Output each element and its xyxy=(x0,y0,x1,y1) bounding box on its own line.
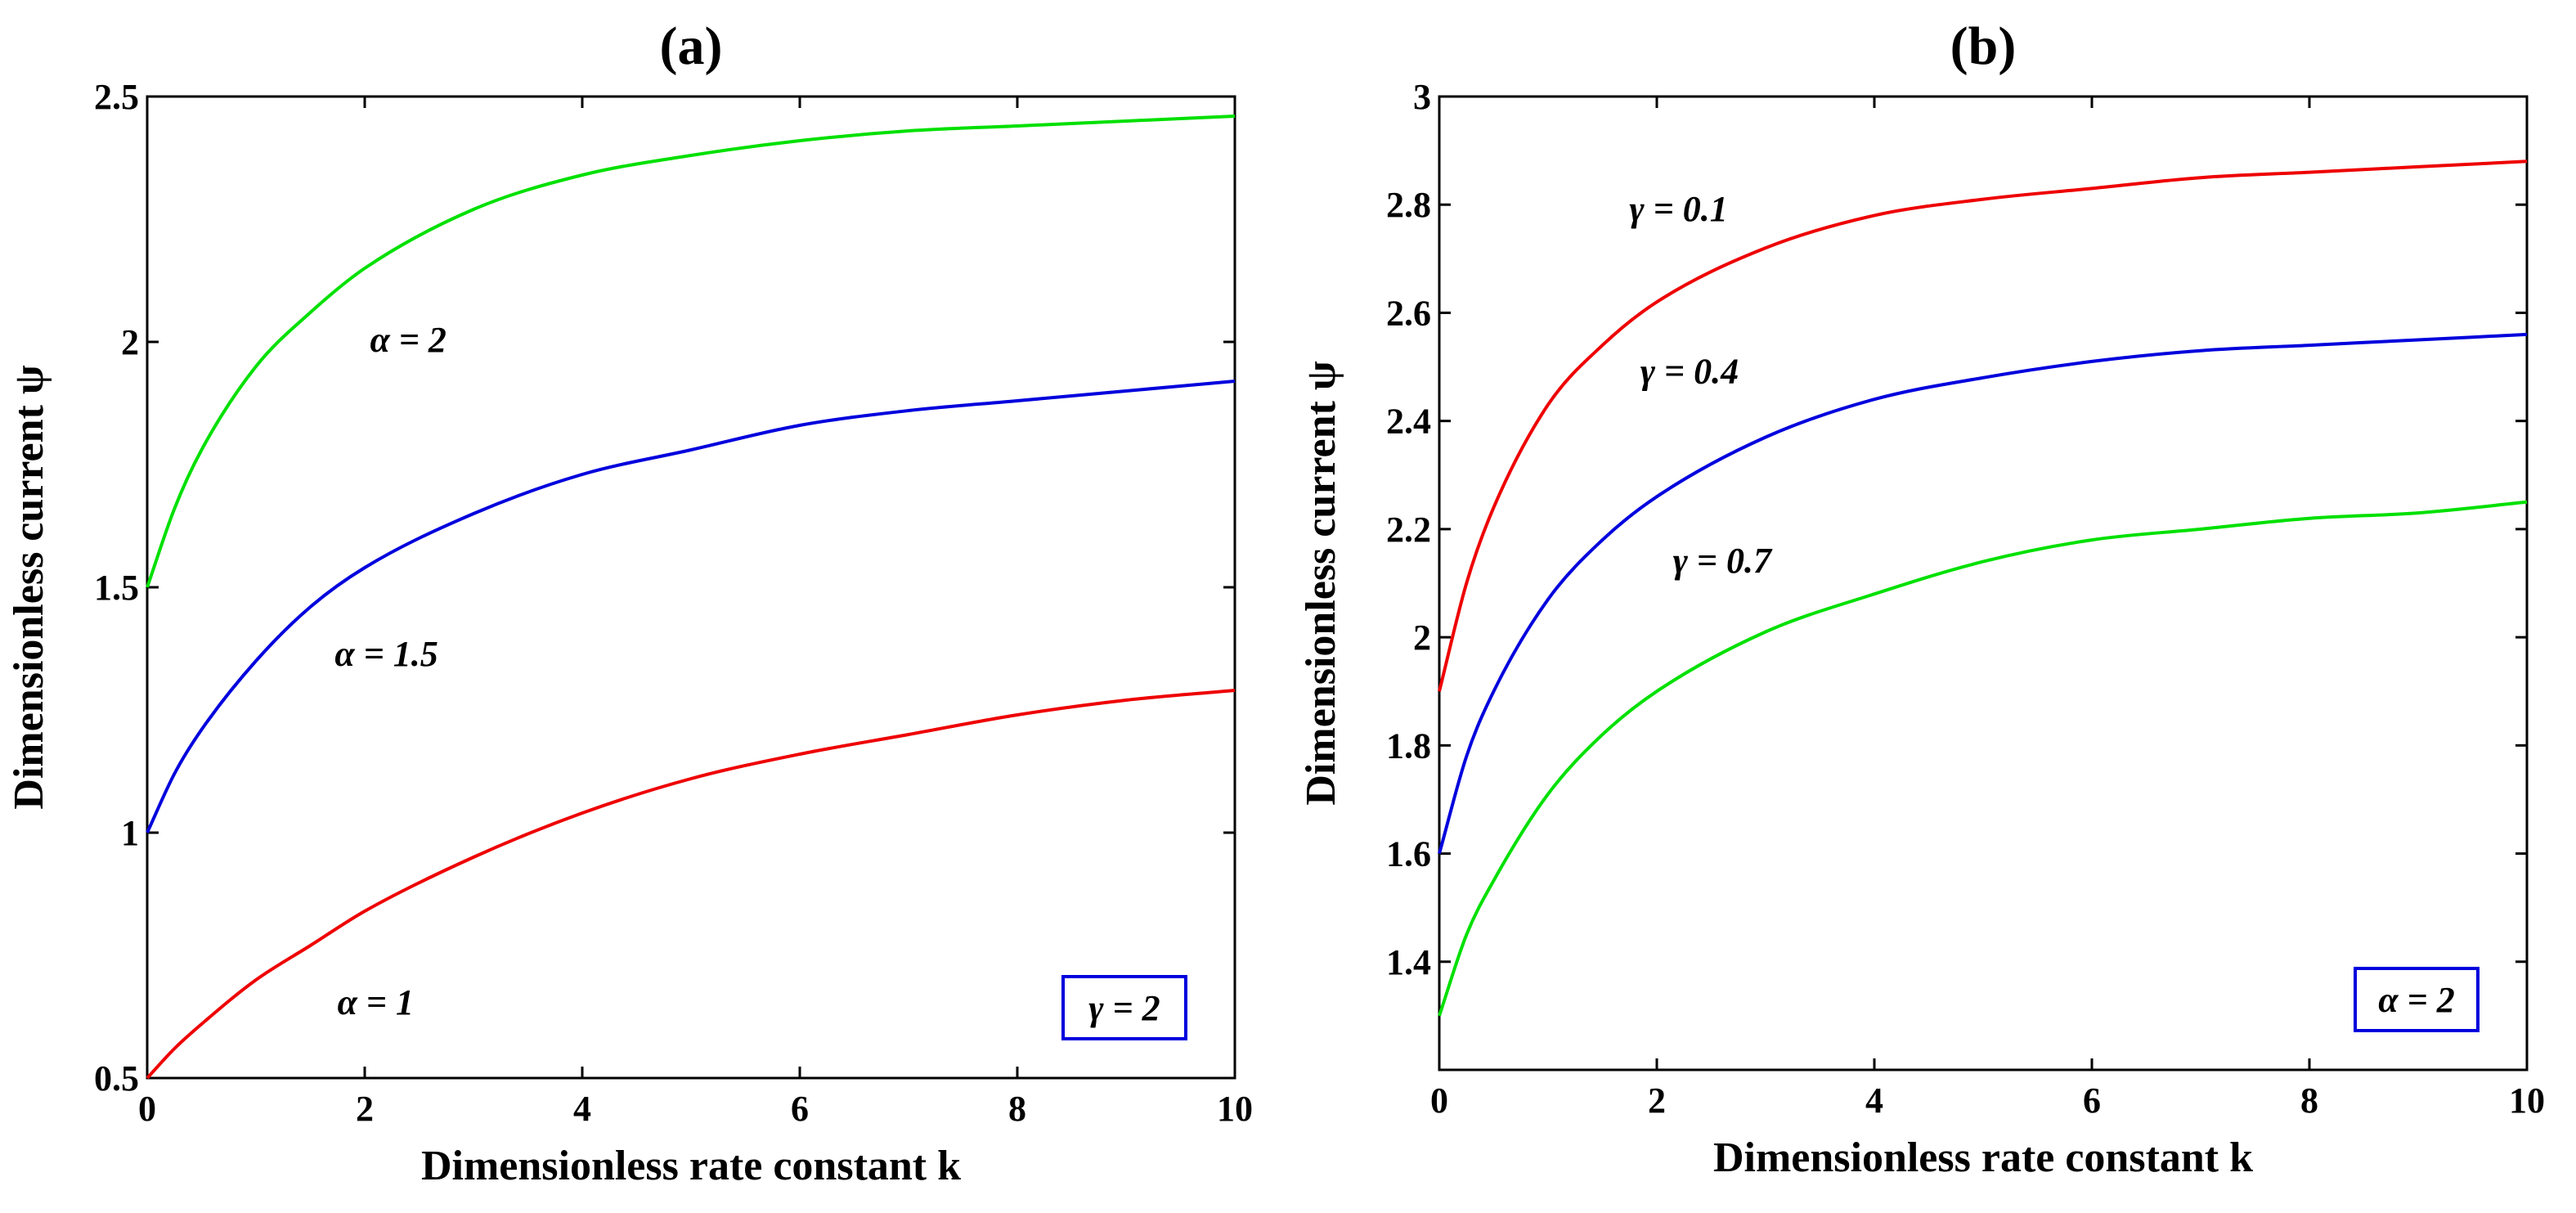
series-line-2 xyxy=(146,380,1236,833)
y-tick-label: 3 xyxy=(1413,77,1431,117)
x-tick-label: 10 xyxy=(2509,1080,2545,1121)
panel-title: (a) xyxy=(660,16,723,76)
series-line-3 xyxy=(146,689,1236,1080)
x-tick-label: 0 xyxy=(1430,1080,1448,1121)
x-tick-label: 8 xyxy=(2300,1080,2318,1121)
legend-box-label: γ = 2 xyxy=(1088,988,1160,1028)
y-tick-label: 1.5 xyxy=(94,568,139,608)
curve-label: α = 2 xyxy=(370,320,446,360)
y-tick-label: 2.2 xyxy=(1386,510,1431,550)
y-tick-label: 2.4 xyxy=(1386,402,1431,442)
panel-b: (b) 0 2 4 6 8 10 1.4 1.6 1.8 2 2.2 2.4 2.6 2.8 3 Dimensi… xyxy=(1298,16,2545,1181)
x-tick-label: 0 xyxy=(138,1089,156,1129)
x-tick-label: 2 xyxy=(1648,1080,1666,1121)
x-axis-label: Dimensionless rate constant k xyxy=(1713,1134,2253,1181)
legend-box-label: α = 2 xyxy=(2378,980,2454,1020)
panel-a: (a) 0 2 4 6 8 10 0.5 1 1.5 2 2.5 Dimensionless rate … xyxy=(6,16,1253,1189)
x-axis-label: Dimensionless rate constant k xyxy=(421,1143,961,1189)
panel-title: (b) xyxy=(1950,16,2017,76)
series-line-3 xyxy=(1438,500,2528,1017)
curve-label: γ = 0.4 xyxy=(1640,351,1739,391)
y-tick-label: 2 xyxy=(1413,618,1431,658)
y-tick-label: 2.8 xyxy=(1386,185,1431,225)
y-tick-label: 2 xyxy=(121,322,139,362)
x-tick-label: 2 xyxy=(356,1089,374,1129)
plot-frame xyxy=(146,95,1236,1080)
curve-label: α = 1 xyxy=(338,982,414,1022)
curve-label: α = 1.5 xyxy=(334,634,438,674)
y-tick-label: 1.4 xyxy=(1386,942,1431,982)
legend-box xyxy=(1061,975,1187,1040)
curve-label: γ = 0.1 xyxy=(1629,189,1727,229)
x-tick-label: 8 xyxy=(1008,1089,1026,1129)
x-tick-label: 4 xyxy=(1865,1080,1883,1121)
plot-frame xyxy=(1438,95,2529,1071)
series-line-2 xyxy=(1438,332,2528,855)
series-line-1 xyxy=(1438,159,2528,692)
series-line-1 xyxy=(146,115,1236,588)
y-tick-label: 1 xyxy=(121,813,139,853)
y-tick-label: 2.6 xyxy=(1386,293,1431,333)
y-axis-label: Dimensionless current ψ xyxy=(6,365,52,809)
y-tick-label: 1.8 xyxy=(1386,726,1431,766)
y-tick-label: 2.5 xyxy=(94,77,139,117)
y-tick-label: 0.5 xyxy=(94,1058,139,1098)
x-tick-label: 10 xyxy=(1217,1089,1253,1129)
x-tick-label: 6 xyxy=(791,1089,809,1129)
curve-label: γ = 0.7 xyxy=(1673,541,1773,581)
x-tick-label: 4 xyxy=(573,1089,591,1129)
y-tick-label: 1.6 xyxy=(1386,834,1431,874)
legend-box xyxy=(2354,967,2480,1032)
x-tick-label: 6 xyxy=(2083,1080,2101,1121)
y-axis-label: Dimensionless current ψ xyxy=(1298,361,1344,805)
